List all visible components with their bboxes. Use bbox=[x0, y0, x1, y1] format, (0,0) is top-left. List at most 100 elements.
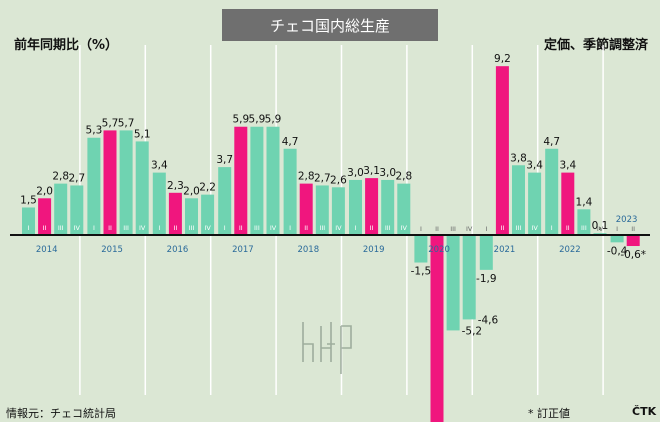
value-label: 5,7 bbox=[118, 117, 135, 129]
year-label: 2019 bbox=[363, 245, 385, 255]
quarter-label: II bbox=[370, 224, 374, 232]
value-label: 4,7 bbox=[543, 136, 560, 148]
bar bbox=[430, 235, 444, 422]
quarter-label: IV bbox=[270, 224, 277, 232]
value-label: 2,8 bbox=[395, 171, 412, 183]
quarter-label: III bbox=[385, 224, 391, 232]
quarter-label: III bbox=[450, 225, 456, 233]
bar bbox=[87, 137, 101, 235]
value-label: 5,1 bbox=[134, 128, 151, 140]
bar bbox=[266, 126, 280, 235]
quarter-label: III bbox=[189, 224, 195, 232]
revised-footnote: * 訂正値 bbox=[528, 407, 570, 420]
adjustment-note: 定価、季節調整済 bbox=[543, 38, 648, 53]
value-label: -4,6 bbox=[478, 314, 499, 326]
value-label: 2,0 bbox=[183, 185, 200, 197]
quarter-label: III bbox=[516, 224, 522, 232]
bar bbox=[626, 235, 640, 247]
value-label: -1,5 bbox=[411, 266, 432, 278]
quarter-label: I bbox=[551, 224, 553, 232]
quarter-label: II bbox=[500, 224, 504, 232]
bar bbox=[135, 141, 149, 235]
quarter-label: I bbox=[420, 225, 422, 233]
value-label: 5,7 bbox=[102, 117, 119, 129]
quarter-label: IV bbox=[74, 224, 81, 232]
quarter-label: I bbox=[485, 225, 487, 233]
quarter-label: I bbox=[93, 224, 95, 232]
bar bbox=[446, 235, 460, 331]
bar bbox=[397, 183, 411, 235]
bar bbox=[495, 66, 509, 236]
bar bbox=[349, 179, 362, 235]
value-label: 2,6 bbox=[330, 174, 347, 186]
value-label: 3,4 bbox=[559, 160, 576, 172]
quarter-label: IV bbox=[335, 224, 342, 232]
bar bbox=[119, 130, 133, 235]
bar bbox=[610, 235, 624, 243]
value-label: 9,2 bbox=[494, 53, 511, 65]
bar bbox=[381, 179, 395, 235]
quarter-label: II bbox=[435, 225, 439, 233]
bar bbox=[315, 185, 329, 235]
bar bbox=[414, 235, 428, 263]
value-label: 1,4 bbox=[576, 196, 593, 208]
value-label: 2,8 bbox=[298, 171, 315, 183]
bar bbox=[545, 148, 559, 235]
bar bbox=[218, 167, 232, 235]
quarter-label: III bbox=[319, 224, 325, 232]
bar bbox=[22, 207, 35, 235]
bar bbox=[365, 178, 379, 235]
value-label: 3,8 bbox=[510, 152, 527, 164]
bar bbox=[168, 192, 182, 235]
source-note: 情報元：チェコ統計局 bbox=[6, 407, 116, 420]
quarter-label: II bbox=[631, 225, 635, 233]
year-label: 2017 bbox=[232, 245, 254, 255]
bar bbox=[512, 165, 525, 235]
chart-title: チェコ国内総生産 bbox=[222, 9, 438, 41]
value-label: 0,1 bbox=[592, 220, 609, 232]
year-label: 2021 bbox=[494, 245, 516, 255]
year-label: 2016 bbox=[167, 245, 189, 255]
value-label: 3,1 bbox=[363, 165, 380, 177]
quarter-label: I bbox=[224, 224, 226, 232]
value-label: 3,0 bbox=[347, 167, 364, 179]
watermark-logo bbox=[302, 322, 352, 374]
value-label: -1,9 bbox=[476, 273, 497, 285]
bar bbox=[38, 198, 52, 235]
quarter-label: III bbox=[581, 224, 587, 232]
value-label: -5,2 bbox=[462, 325, 483, 337]
year-label: 2023 bbox=[616, 215, 638, 225]
value-label: 5,3 bbox=[86, 125, 103, 137]
value-label: 5,9 bbox=[265, 114, 282, 126]
bar bbox=[103, 130, 117, 235]
quarter-label: II bbox=[43, 224, 47, 232]
y-axis-label: 前年同期比（%） bbox=[14, 38, 119, 53]
bar bbox=[462, 235, 476, 320]
bar bbox=[54, 183, 68, 235]
quarter-label: I bbox=[158, 224, 160, 232]
value-label: -0,6* bbox=[620, 249, 646, 261]
quarter-label: IV bbox=[204, 224, 211, 232]
value-label: 2,7 bbox=[314, 172, 331, 184]
year-label: 2014 bbox=[36, 245, 58, 255]
quarter-label: I bbox=[616, 225, 618, 233]
quarter-label: II bbox=[173, 224, 177, 232]
quarter-label: IV bbox=[531, 224, 538, 232]
bar bbox=[201, 194, 215, 235]
value-label: 4,7 bbox=[282, 136, 299, 148]
bar bbox=[283, 148, 297, 235]
bar bbox=[234, 126, 248, 235]
agency-mark: ČTK bbox=[632, 405, 657, 418]
value-label: 2,3 bbox=[167, 180, 184, 192]
bar bbox=[70, 185, 84, 235]
year-label: 2015 bbox=[101, 245, 123, 255]
quarter-label: I bbox=[355, 224, 357, 232]
quarter-label: III bbox=[123, 224, 129, 232]
bar bbox=[152, 172, 166, 235]
quarter-label: III bbox=[58, 224, 64, 232]
value-label: 2,2 bbox=[199, 182, 216, 194]
bar bbox=[250, 126, 264, 235]
quarter-label: III bbox=[254, 224, 260, 232]
quarter-label: IV bbox=[139, 224, 146, 232]
quarter-label: II bbox=[304, 224, 308, 232]
